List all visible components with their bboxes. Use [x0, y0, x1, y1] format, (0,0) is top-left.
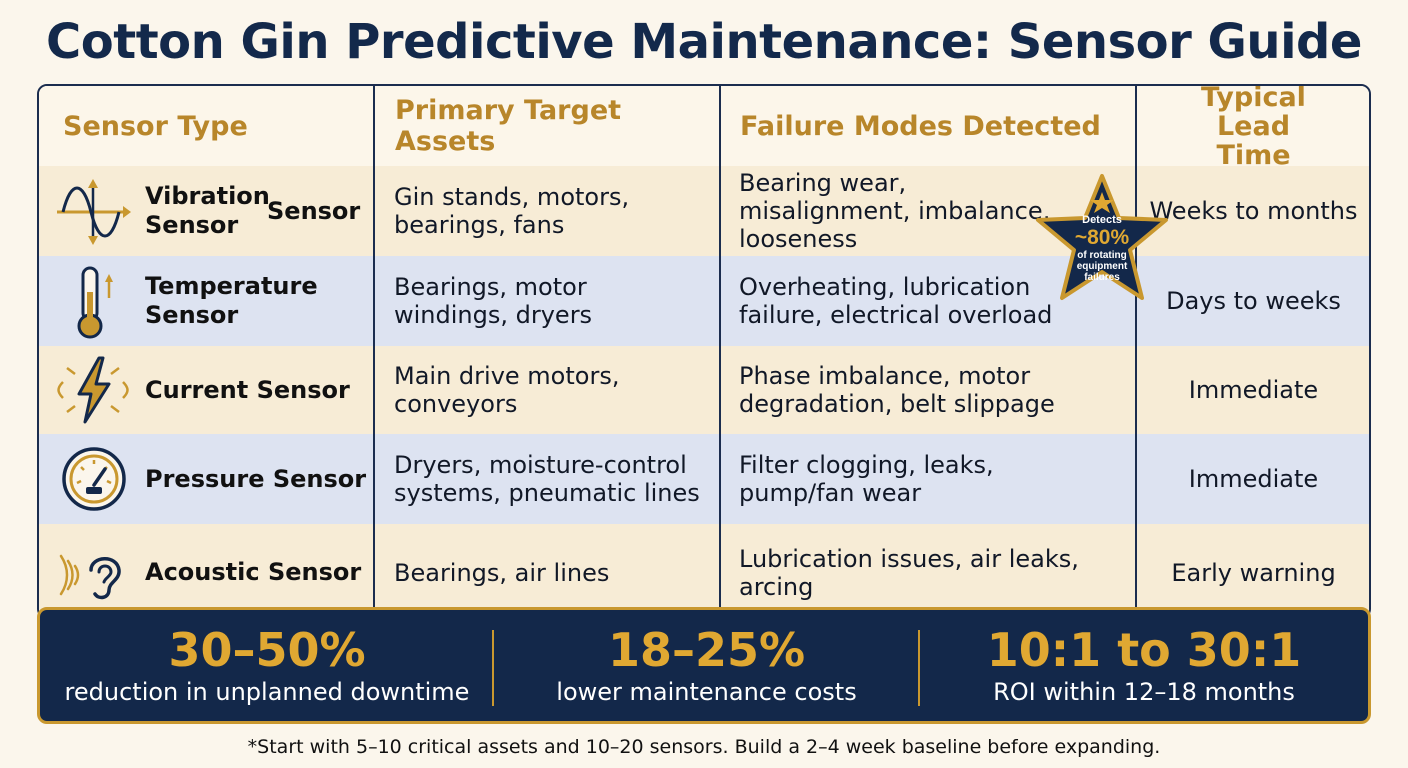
- ear-sound-icon: [59, 554, 121, 600]
- stats-banner: 30–50% reduction in unplanned downtime 1…: [37, 607, 1371, 724]
- stat-value: 18–25%: [607, 623, 806, 677]
- sensor-name: Vibration Sensor: [145, 182, 270, 239]
- star-badge-icon: [1036, 174, 1168, 300]
- page-title: Cotton Gin Predictive Maintenance: Senso…: [46, 14, 1362, 70]
- badge-value: ~80%: [1074, 226, 1130, 249]
- table-header: Sensor Type Primary Target Assets Failur…: [39, 86, 1369, 170]
- assets-cell: Bearings, motor windings, dryers: [394, 273, 593, 329]
- table-row: Current Sensor Main drive motors, convey…: [39, 346, 1369, 434]
- pressure-gauge-icon: [62, 447, 126, 511]
- sensor-name: Current Sensor: [145, 375, 350, 404]
- sensor-name-extra: Sensor: [267, 196, 361, 225]
- header-lead-time-label: Typical Lead Time: [1201, 84, 1306, 171]
- header-lead-time: Typical Lead Time: [1136, 86, 1369, 170]
- stat-divider: [918, 630, 920, 706]
- lightning-bolt-icon: [57, 356, 129, 424]
- table-row: Vibration Sensor Sensor Gin stands, moto…: [39, 166, 1369, 256]
- sensor-name-cell: Acoustic Sensor: [145, 524, 385, 617]
- lead-time-cell: Immediate: [1188, 465, 1319, 493]
- thermometer-icon: [77, 266, 113, 339]
- failures-cell: Filter clogging, leaks, pump/fan wear: [739, 451, 994, 507]
- sensor-name-extra-cell: Sensor: [267, 166, 367, 256]
- stat-value: 30–50%: [168, 623, 366, 677]
- stat-divider: [492, 630, 494, 706]
- failures-cell: Lubrication issues, air leaks, arcing: [739, 544, 1079, 601]
- footnote: *Start with 5–10 critical assets and 10–…: [247, 736, 1161, 758]
- lead-time-cell: Days to weeks: [1166, 287, 1341, 315]
- table-row: Temperature Sensor Bearings, motor windi…: [39, 256, 1369, 346]
- detection-rate-badge: Detects ~80% of rotating equipment failu…: [1032, 172, 1172, 310]
- stat-value: 10:1 to 30:1: [986, 623, 1302, 677]
- failures-cell: Bearing wear, misalignment, imbalance, l…: [739, 169, 1051, 253]
- column-divider: [373, 86, 375, 617]
- sensor-name-cell: Temperature Sensor: [145, 256, 365, 346]
- column-divider: [1135, 86, 1137, 617]
- failures-cell: Phase imbalance, motor degradation, belt…: [739, 362, 1055, 418]
- assets-cell: Bearings, air lines: [394, 558, 610, 587]
- stat-label: ROI within 12–18 months: [993, 678, 1295, 706]
- stat-roi: 10:1 to 30:1 ROI within 12–18 months: [920, 610, 1368, 721]
- assets-cell: Dryers, moisture-control systems, pneuma…: [394, 451, 700, 507]
- badge-label-bottom: of rotating equipment failures: [1076, 250, 1128, 283]
- sensor-name-cell: Pressure Sensor: [145, 434, 385, 524]
- lead-time-cell: Immediate: [1188, 376, 1319, 404]
- assets-cell: Main drive motors, conveyors: [394, 362, 620, 418]
- lead-time-cell: Early warning: [1171, 558, 1336, 587]
- badge-label-top: Detects: [1082, 214, 1122, 226]
- vibration-wave-icon: [57, 179, 131, 245]
- stat-maintenance-costs: 18–25% lower maintenance costs: [494, 610, 919, 721]
- sensor-name: Acoustic Sensor: [145, 558, 362, 586]
- table-row: Acoustic Sensor Bearings, air lines Lubr…: [39, 524, 1369, 617]
- table-row: Pressure Sensor Dryers, moisture-control…: [39, 434, 1369, 524]
- sensor-name: Pressure Sensor: [145, 464, 367, 493]
- sensor-name: Temperature Sensor: [145, 272, 318, 329]
- sensor-name-cell: Current Sensor: [145, 346, 365, 434]
- column-divider: [719, 86, 721, 617]
- stat-downtime: 30–50% reduction in unplanned downtime: [40, 610, 494, 721]
- header-failure-modes: Failure Modes Detected: [740, 110, 1101, 142]
- assets-cell: Gin stands, motors, bearings, fans: [394, 183, 630, 239]
- sensor-name-cell: Vibration Sensor: [145, 166, 275, 256]
- header-target-assets: Primary Target Assets: [395, 95, 622, 157]
- stat-label: reduction in unplanned downtime: [64, 678, 470, 706]
- stat-label: lower maintenance costs: [556, 678, 857, 706]
- header-sensor-type: Sensor Type: [63, 110, 248, 142]
- sensor-table: Sensor Type Primary Target Assets Failur…: [37, 84, 1371, 619]
- failures-cell: Overheating, lubrication failure, electr…: [739, 273, 1053, 329]
- lead-time-cell: Weeks to months: [1149, 197, 1358, 225]
